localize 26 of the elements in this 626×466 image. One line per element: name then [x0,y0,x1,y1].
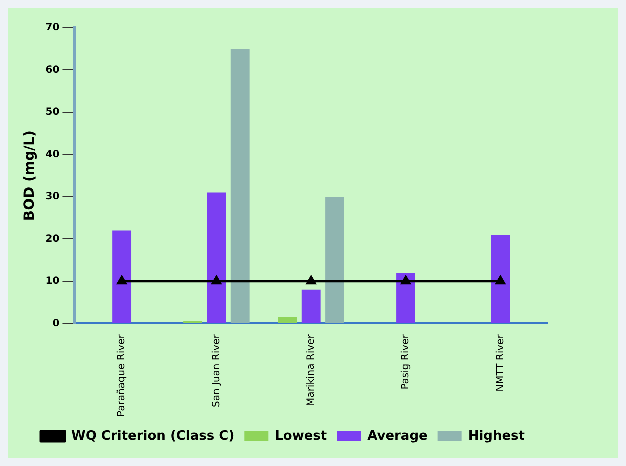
bar [396,272,416,324]
y-tick-label: 10 [46,276,60,288]
legend-label: Highest [468,428,525,444]
x-tick-label: Marikina River [306,334,317,406]
bar [207,192,226,324]
x-tick-label: NMTT River [495,334,506,392]
y-axis-title: BOD (mg/L) [22,130,38,222]
x-tick-label: Pasig River [400,334,412,390]
bar [302,290,321,324]
x-tick-label: San Juan River [211,334,222,408]
bar [230,49,250,324]
bar [112,230,132,324]
legend-label: Lowest [275,428,328,444]
bar [491,234,510,324]
y-tick-label: 0 [52,318,60,330]
y-tick-label: 40 [46,149,60,160]
y-tick-label: 60 [46,64,60,76]
bar [326,196,344,324]
y-tick-label: 20 [46,234,60,245]
y-tick-label: 70 [46,22,60,34]
bar [278,317,298,324]
y-tick-label: 50 [46,107,60,118]
x-tick-label: Parañaque River [116,334,128,418]
y-tick-label: 30 [46,192,60,203]
legend-label: Average [368,428,428,444]
legend-label: WQ Criterion (Class C) [72,428,235,444]
